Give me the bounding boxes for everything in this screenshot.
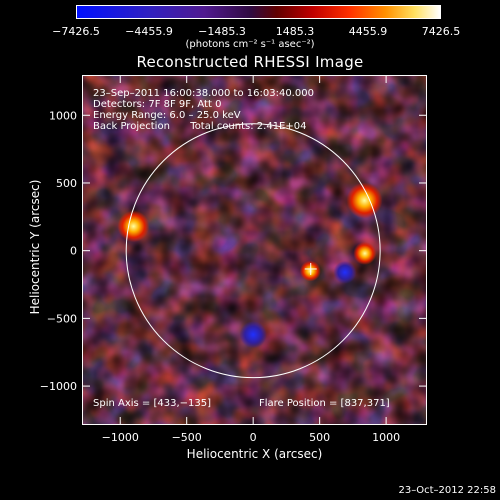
x-tick-label: −1000: [102, 431, 139, 444]
bright-source: [353, 241, 377, 265]
solar-limb-circle: [125, 123, 381, 379]
rhessi-image: [83, 76, 426, 424]
colorbar-tick: 7426.5: [421, 25, 461, 38]
spin-axis-marker: [304, 262, 317, 275]
y-tick-label: 1000: [49, 109, 77, 122]
negative-source: [333, 260, 357, 284]
time-range: 23–Sep–2011 16:00:38.000 to 16:03:40.000: [93, 88, 314, 99]
colorbar-tick: −1485.3: [198, 25, 246, 38]
x-tick-label: −500: [172, 431, 202, 444]
y-axis-label: Heliocentric Y (arcsec): [28, 179, 42, 315]
colorbar-tick: −4455.9: [125, 25, 173, 38]
method: Back Projection: [93, 121, 170, 132]
colorbar: [76, 5, 441, 19]
colorbar-tick: 1485.3: [275, 25, 315, 38]
x-tick-label: 1000: [372, 431, 400, 444]
y-tick-label: 0: [70, 245, 77, 258]
bright-source: [346, 182, 383, 219]
colorbar-units: (photons cm⁻² s⁻¹ asec⁻²): [185, 39, 315, 50]
energy-range: Energy Range: 6.0 – 25.0 keV: [93, 110, 241, 121]
footer-date: 23–Oct–2012 22:58: [398, 485, 496, 496]
total-counts: Total counts: 2.41E+04: [190, 121, 307, 132]
info-block: 23–Sep–2011 16:00:38.000 to 16:03:40.000…: [93, 88, 314, 132]
x-tick-label: 500: [309, 431, 330, 444]
x-axis-label: Heliocentric X (arcsec): [186, 447, 323, 461]
negative-source: [239, 320, 267, 349]
bright-source: [117, 210, 150, 243]
flare-position-label: Flare Position = [837,371]: [259, 398, 390, 409]
colorbar-tick-labels: −7426.5 −4455.9 −1485.3 1485.3 4455.9 74…: [0, 26, 500, 40]
x-tick-label: 0: [250, 431, 257, 444]
chart-title: Reconstructed RHESSI Image: [136, 53, 364, 71]
spin-axis-label: Spin Axis = [433,−135]: [93, 398, 212, 409]
y-tick-label: −1000: [40, 380, 77, 393]
colorbar-tick: −7426.5: [52, 25, 100, 38]
y-tick-label: −500: [47, 312, 77, 325]
colorbar-tick: 4455.9: [348, 25, 388, 38]
detectors: Detectors: 7F 8F 9F, Att 0: [93, 99, 222, 110]
y-tick-label: 500: [56, 177, 77, 190]
image-plot-area: 23–Sep–2011 16:00:38.000 to 16:03:40.000…: [82, 75, 427, 425]
